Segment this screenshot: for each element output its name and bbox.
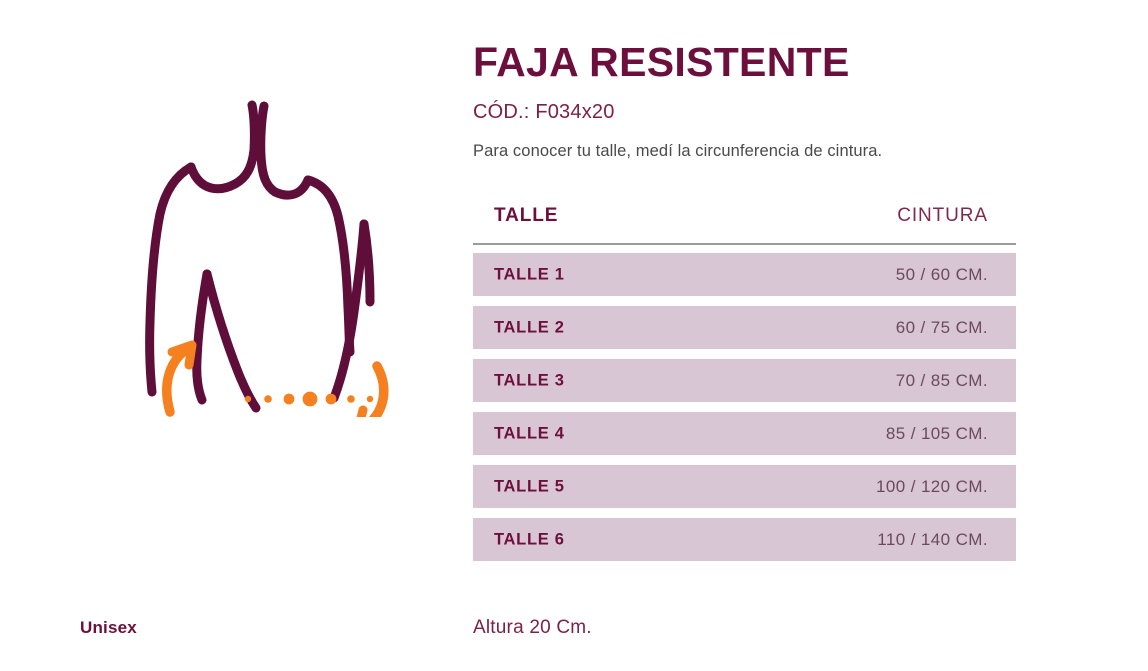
size-label: TALLE 1: [494, 265, 565, 283]
size-label: TALLE 2: [494, 318, 565, 336]
measurement-instruction: Para conocer tu talle, medí la circunfer…: [473, 142, 883, 160]
table-row: TALLE 4 85 / 105 CM.: [473, 412, 1016, 455]
table-row: TALLE 1 50 / 60 CM.: [473, 253, 1016, 296]
table-body: TALLE 1 50 / 60 CM. TALLE 2 60 / 75 CM. …: [473, 253, 1016, 571]
height-label: Altura 20 Cm.: [473, 617, 592, 638]
table-row: TALLE 5 100 / 120 CM.: [473, 465, 1016, 508]
table-row: TALLE 6 110 / 140 CM.: [473, 518, 1016, 561]
waist-value: 60 / 75 CM.: [895, 317, 988, 337]
column-header-cintura: CINTURA: [897, 205, 988, 226]
waist-value: 110 / 140 CM.: [877, 529, 988, 549]
waist-arrow-left-icon: [162, 340, 197, 417]
table-header-row: TALLE CINTURA: [473, 205, 1016, 245]
page-title: FAJA RESISTENTE: [473, 39, 850, 85]
product-code: CÓD.: F034x20: [473, 101, 615, 123]
waist-measure-dots-icon: [244, 391, 374, 407]
size-label: TALLE 6: [494, 530, 565, 548]
size-label: TALLE 4: [494, 424, 565, 442]
waist-value: 70 / 85 CM.: [895, 370, 988, 390]
size-label: TALLE 3: [494, 371, 565, 389]
header-divider: [473, 243, 1016, 245]
column-header-talle: TALLE: [494, 205, 559, 226]
waist-value: 85 / 105 CM.: [885, 423, 988, 443]
table-row: TALLE 3 70 / 85 CM.: [473, 359, 1016, 402]
table-row: TALLE 2 60 / 75 CM.: [473, 306, 1016, 349]
waist-value: 100 / 120 CM.: [876, 476, 988, 496]
waist-arrow-right-icon: [356, 361, 389, 417]
size-table: TALLE CINTURA TALLE 1 50 / 60 CM. TALLE …: [473, 205, 1016, 561]
torso-waist-measurement-diagram: [70, 72, 390, 417]
gender-label: Unisex: [80, 618, 137, 637]
size-label: TALLE 5: [494, 477, 565, 495]
waist-value: 50 / 60 CM.: [895, 264, 988, 284]
body-outline-icon: [145, 100, 375, 413]
